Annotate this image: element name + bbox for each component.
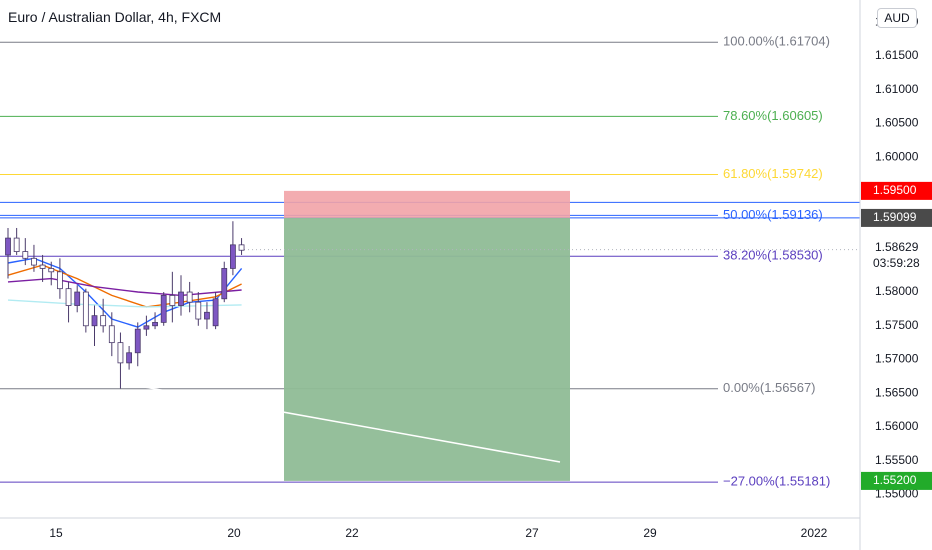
price-badge [861, 471, 932, 490]
price-badge-label: 1.55200 [873, 473, 917, 487]
time-tick-label: 2022 [801, 526, 828, 540]
fib-level-label: 61.80%(1.59742) [723, 166, 823, 181]
candle-body [212, 298, 219, 327]
candle-body [48, 268, 55, 273]
price-tick-label: 1.57500 [875, 318, 919, 332]
candle-body [91, 315, 98, 327]
candle-body [204, 311, 210, 320]
moving-average-line [7, 264, 242, 308]
take-profit-zone[interactable] [284, 217, 570, 481]
candle-body [152, 322, 158, 327]
bar-countdown-label: 03:59:28 [873, 256, 920, 270]
candle-body [221, 268, 228, 300]
price-badge [861, 181, 932, 200]
time-tick-label: 27 [525, 526, 539, 540]
candle-body [160, 295, 167, 323]
candle-body [143, 325, 150, 330]
candle-body [13, 237, 20, 252]
time-tick-label: 29 [643, 526, 657, 540]
fib-level-label: 38.20%(1.58530) [723, 248, 823, 263]
fib-level-label: 100.00%(1.61704) [723, 34, 830, 49]
candle-body [74, 291, 81, 306]
candle-body [117, 342, 124, 364]
candle-body [238, 244, 245, 251]
price-badge-label: 1.59500 [873, 183, 917, 197]
price-tick-label: 1.61000 [875, 82, 919, 96]
candle-body [65, 288, 72, 306]
price-tick-label: 1.58000 [875, 284, 919, 298]
currency-button[interactable]: AUD [877, 8, 917, 28]
price-tick-label: 1.56000 [875, 419, 919, 433]
candle-body [22, 251, 29, 259]
chart-title: Euro / Australian Dollar, 4h, FXCM [8, 9, 222, 25]
price-tick-label: 1.57000 [875, 352, 919, 366]
time-tick-label: 22 [345, 526, 359, 540]
candle-body [126, 352, 132, 364]
price-tick-label: 1.60500 [875, 116, 919, 130]
candle-body [169, 295, 176, 306]
price-badge-label: 1.59099 [873, 210, 917, 224]
trendline-segment[interactable] [0, 360, 561, 463]
candle-body [82, 291, 89, 327]
price-tick-label: 1.61500 [875, 48, 919, 62]
fib-level-label: −27.00%(1.55181) [723, 474, 830, 489]
price-tick-label: 1.60000 [875, 149, 919, 163]
candle-body [57, 271, 63, 290]
price-badges: 1.59500 1.59099 1.55200 [861, 181, 932, 490]
fib-level-label: 50.00%(1.59136) [723, 207, 823, 222]
price-axis[interactable]: 1.61500 1.61000 1.60500 1.60000 1.58000 1.575… [861, 0, 932, 550]
fib-level-label: 0.00%(1.56567) [723, 380, 816, 395]
price-tick-label: 1.55000 [875, 487, 919, 501]
time-tick-label: 20 [227, 526, 241, 540]
moving-average-line [7, 299, 242, 308]
stop-loss-zone[interactable] [284, 190, 570, 218]
trendline[interactable] [0, 360, 561, 463]
candlesticks [5, 221, 245, 389]
short-position-tool[interactable] [244, 190, 860, 481]
price-tick-label: 1.56500 [875, 385, 919, 399]
candle-body [100, 315, 107, 327]
candle-body [229, 244, 236, 269]
candle-body [186, 291, 193, 303]
candle-body [39, 264, 46, 269]
candle-body [195, 301, 202, 320]
candle-body [178, 291, 184, 306]
price-badge [861, 208, 932, 227]
current-price-label: 1.58629 [875, 240, 919, 254]
moving-average-line [7, 257, 243, 328]
candle-body [108, 325, 115, 344]
fibonacci-retracement[interactable]: 100.00%(1.61704) 78.60%(1.60605) 61.80%(1.… [0, 34, 860, 489]
price-tick-label: 1.55500 [875, 453, 919, 467]
candle-body [31, 257, 37, 266]
price-axis-background [861, 0, 932, 550]
time-tick-label: 15 [49, 526, 63, 540]
fib-level-label: 78.60%(1.60605) [723, 108, 823, 123]
candle-body [5, 237, 11, 256]
candle-body [134, 328, 141, 354]
time-axis[interactable]: 15 20 22 27 29 2022 [49, 526, 827, 540]
